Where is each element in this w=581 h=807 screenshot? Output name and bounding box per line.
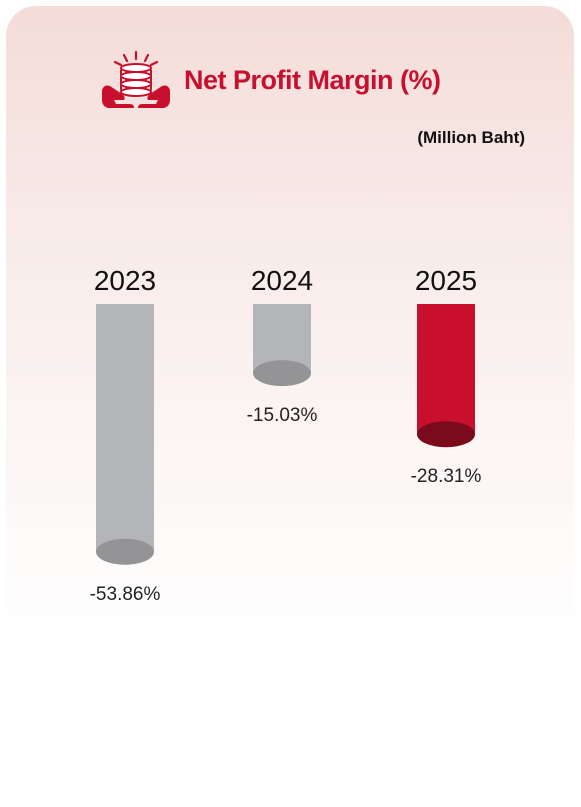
chart-header: Net Profit Margin (%) — [100, 50, 441, 110]
bar-base-2024 — [253, 360, 311, 387]
coins-in-hands-icon — [102, 50, 170, 108]
value-label-2024: -15.03% — [247, 405, 318, 426]
year-label-2023: 2023 — [94, 265, 156, 296]
year-label-2025: 2025 — [415, 265, 477, 296]
year-label-2024: 2024 — [251, 265, 313, 296]
bar-2023 — [96, 304, 154, 552]
value-label-2025: -28.31% — [411, 466, 482, 487]
bar-base-2025 — [417, 421, 475, 448]
bar-2025 — [417, 304, 475, 435]
chart-title: Net Profit Margin (%) — [184, 64, 441, 95]
value-label-2023: -53.86% — [90, 584, 161, 605]
chart-unit-label: (Million Baht) — [417, 128, 525, 147]
bar-base-2023 — [96, 538, 154, 565]
